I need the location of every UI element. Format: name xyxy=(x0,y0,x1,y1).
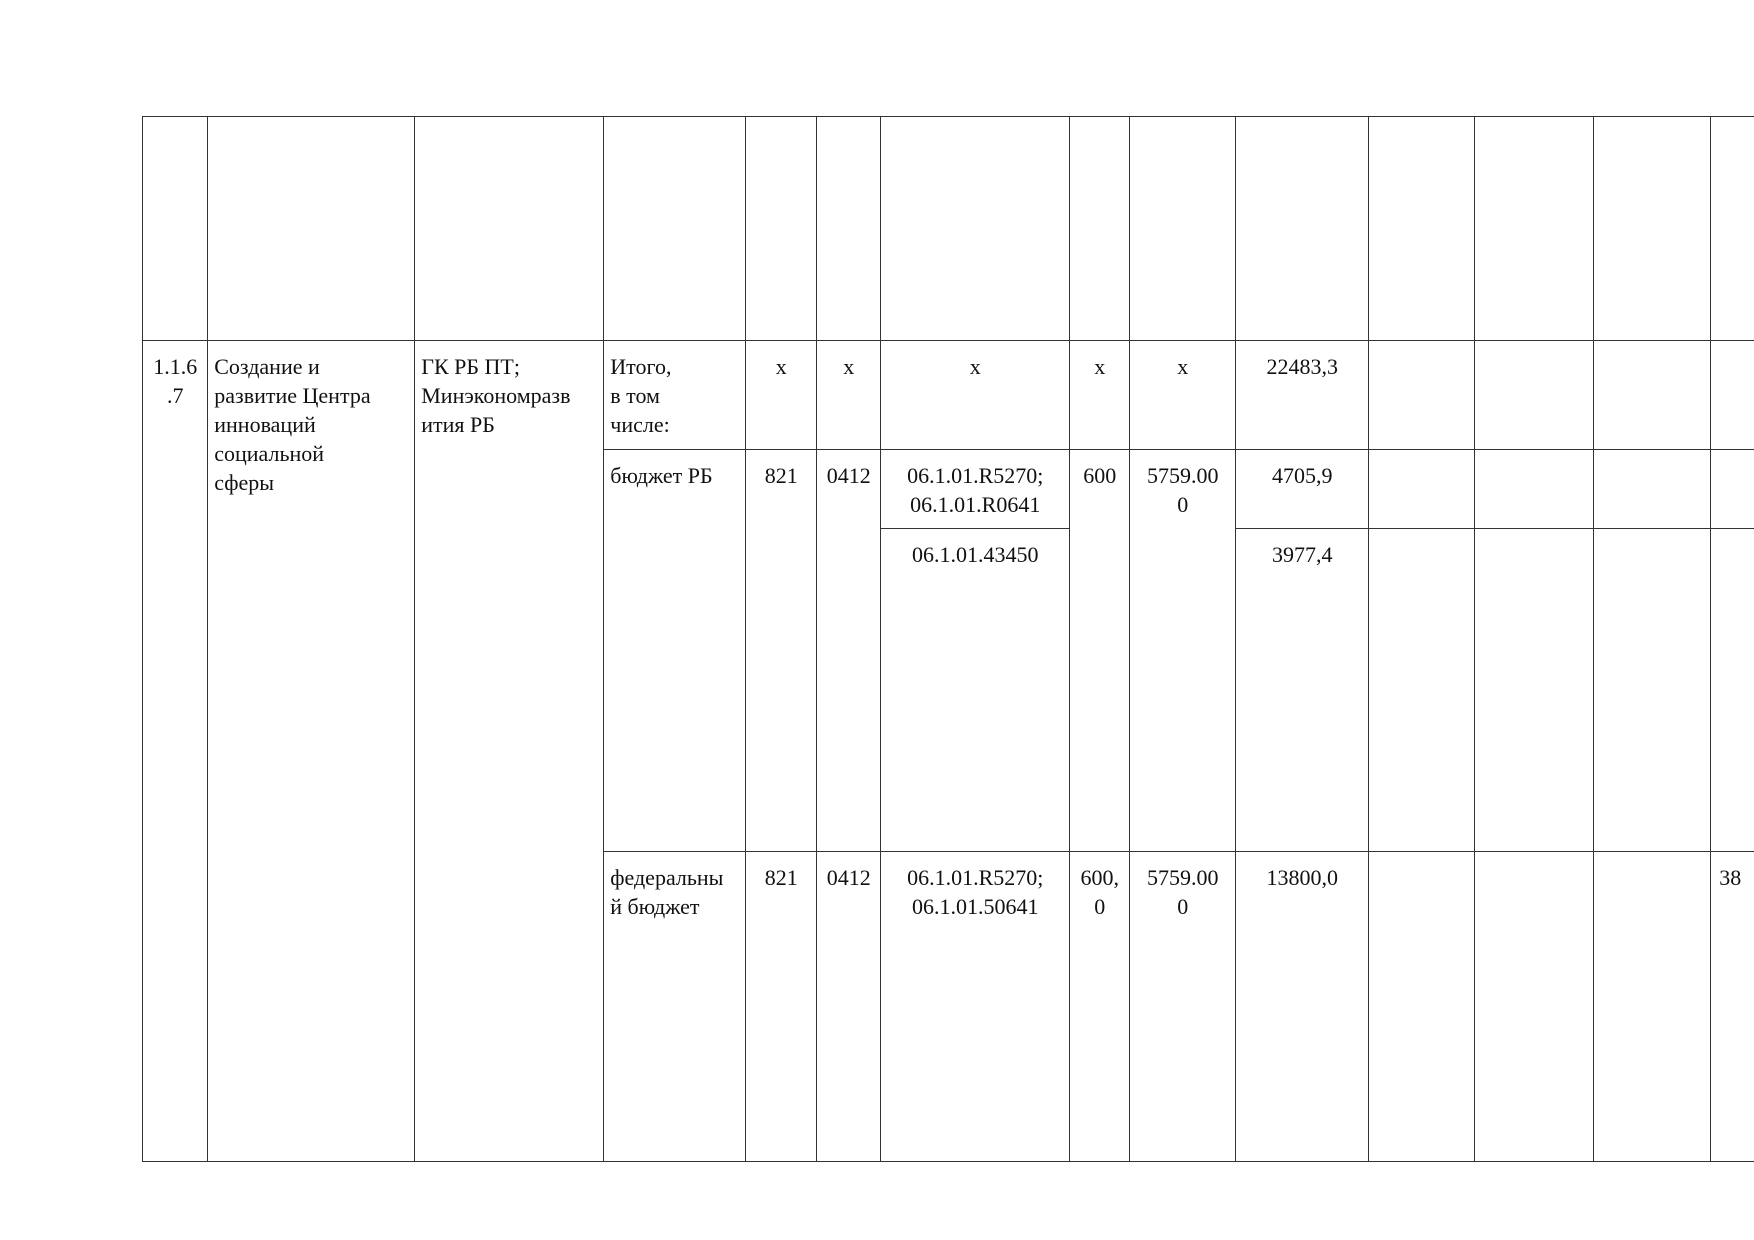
regional-source: бюджет РБ xyxy=(603,449,747,853)
header-cell xyxy=(1368,116,1476,342)
federal-last-col: 38 xyxy=(1710,851,1754,1163)
regional-amount-2: 3977,4 xyxy=(1235,528,1370,853)
header-cell xyxy=(816,116,882,342)
header-cell xyxy=(603,116,747,342)
total-last-col: 71 xyxy=(1710,340,1754,451)
federal-kosgu: 5759.00 0 xyxy=(1129,851,1237,1163)
total-rz-pr: х xyxy=(816,340,882,451)
executor: ГК РБ ПТ; Минэкономразв ития РБ xyxy=(414,340,605,1163)
header-cell xyxy=(745,116,818,342)
activity-name: Создание и развитие Центра инноваций соц… xyxy=(207,340,416,1163)
regional-grbs: 821 xyxy=(745,449,818,853)
header-cell xyxy=(1129,116,1237,342)
federal-grbs: 821 xyxy=(745,851,818,1163)
federal-amount: 13800,0 xyxy=(1235,851,1370,1163)
federal-csr: 06.1.01.R5270; 06.1.01.50641 xyxy=(880,851,1071,1163)
empty-cell xyxy=(1368,449,1476,530)
empty-cell xyxy=(1474,340,1595,451)
empty-cell xyxy=(1474,528,1595,853)
regional-amount-1: 4705,9 xyxy=(1235,449,1370,530)
header-cell xyxy=(1069,116,1131,342)
total-kosgu: х xyxy=(1129,340,1237,451)
regional-last-col-2: 30 xyxy=(1710,528,1754,853)
header-cell xyxy=(414,116,605,342)
empty-cell xyxy=(1474,449,1595,530)
empty-cell xyxy=(1593,340,1712,451)
header-cell xyxy=(1593,116,1712,342)
empty-cell xyxy=(1593,851,1712,1163)
regional-csr-1: 06.1.01.R5270; 06.1.01.R0641 xyxy=(880,449,1071,530)
total-vr: х xyxy=(1069,340,1131,451)
header-cell xyxy=(1235,116,1370,342)
empty-cell xyxy=(1593,528,1712,853)
empty-cell xyxy=(1474,851,1595,1163)
header-cell xyxy=(880,116,1071,342)
header-cell xyxy=(1474,116,1595,342)
total-source: Итого, в том числе: xyxy=(603,340,747,451)
regional-csr-2: 06.1.01.43450 xyxy=(880,528,1071,853)
empty-cell xyxy=(1368,528,1476,853)
regional-rz-pr: 0412 xyxy=(816,449,882,853)
regional-kosgu: 5759.00 0 xyxy=(1129,449,1237,853)
federal-vr: 600, 0 xyxy=(1069,851,1131,1163)
header-cell xyxy=(207,116,416,342)
empty-cell xyxy=(1593,449,1712,530)
total-csr: х xyxy=(880,340,1071,451)
regional-last-col-1: 30 xyxy=(1710,449,1754,530)
header-cell xyxy=(1710,116,1754,342)
federal-source: федеральны й бюджет xyxy=(603,851,747,1163)
empty-cell xyxy=(1368,340,1476,451)
header-cell xyxy=(142,116,209,342)
row-number: 1.1.6 .7 xyxy=(142,340,209,1163)
empty-cell xyxy=(1368,851,1476,1163)
total-amount: 22483,3 xyxy=(1235,340,1370,451)
total-grbs: х xyxy=(745,340,818,451)
regional-vr: 600 xyxy=(1069,449,1131,853)
federal-rz-pr: 0412 xyxy=(816,851,882,1163)
